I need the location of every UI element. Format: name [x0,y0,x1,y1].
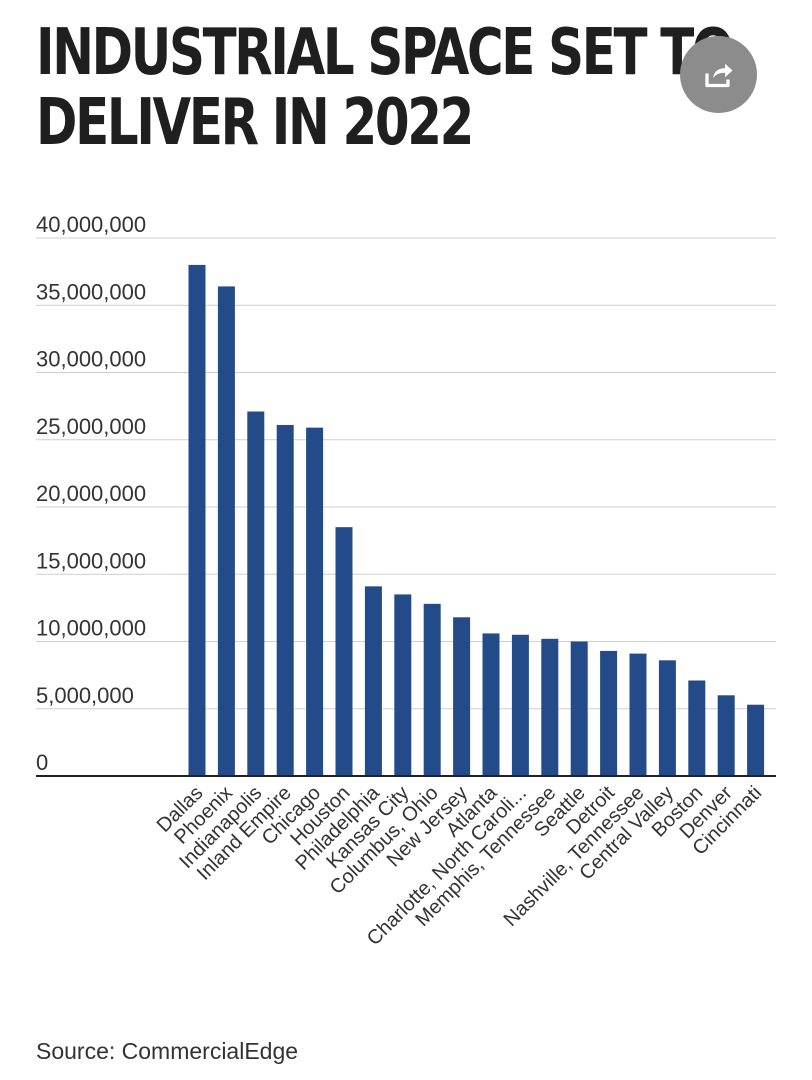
y-tick-label: 30,000,000 [36,347,146,372]
bar [247,411,265,776]
bar [217,286,235,776]
page-title: INDUSTRIAL SPACE SET TO DELIVER IN 2022 [36,18,734,160]
bar [541,638,559,776]
bar [364,586,382,776]
bar [717,695,735,776]
bar [276,424,294,776]
share-button[interactable] [680,36,757,113]
y-tick-label: 5,000,000 [36,683,134,708]
source-note: Source: CommercialEdge [36,1038,299,1064]
bar [511,634,529,776]
bar [188,264,206,776]
gridlines [36,237,776,710]
bar [335,527,353,776]
bar [453,617,471,776]
bar [394,594,412,776]
bar [423,603,441,776]
y-tick-label: 10,000,000 [36,616,146,641]
bar [629,653,647,776]
bar [600,650,618,776]
bars [188,264,765,776]
bar [658,660,676,776]
y-tick-label: 40,000,000 [36,212,146,237]
title-line-1: INDUSTRIAL SPACE SET TO [36,16,734,90]
bar [570,641,588,776]
y-tick-label: 15,000,000 [36,548,146,573]
bar [688,680,706,776]
y-tick-label: 35,000,000 [36,279,146,304]
y-tick-label: 25,000,000 [36,414,146,439]
share-icon [704,63,732,87]
y-tick-label: 20,000,000 [36,481,146,506]
bar-chart: 0 5,000,000 10,000,000 15,000,000 20,000,000… [36,212,776,950]
title-line-2: DELIVER IN 2022 [36,86,474,160]
y-axis-ticks: 0 5,000,000 10,000,000 15,000,000 20,000,000… [36,212,146,775]
bar [482,633,500,776]
bar [747,704,765,776]
y-tick-label: 0 [36,750,48,775]
bar [306,427,324,776]
